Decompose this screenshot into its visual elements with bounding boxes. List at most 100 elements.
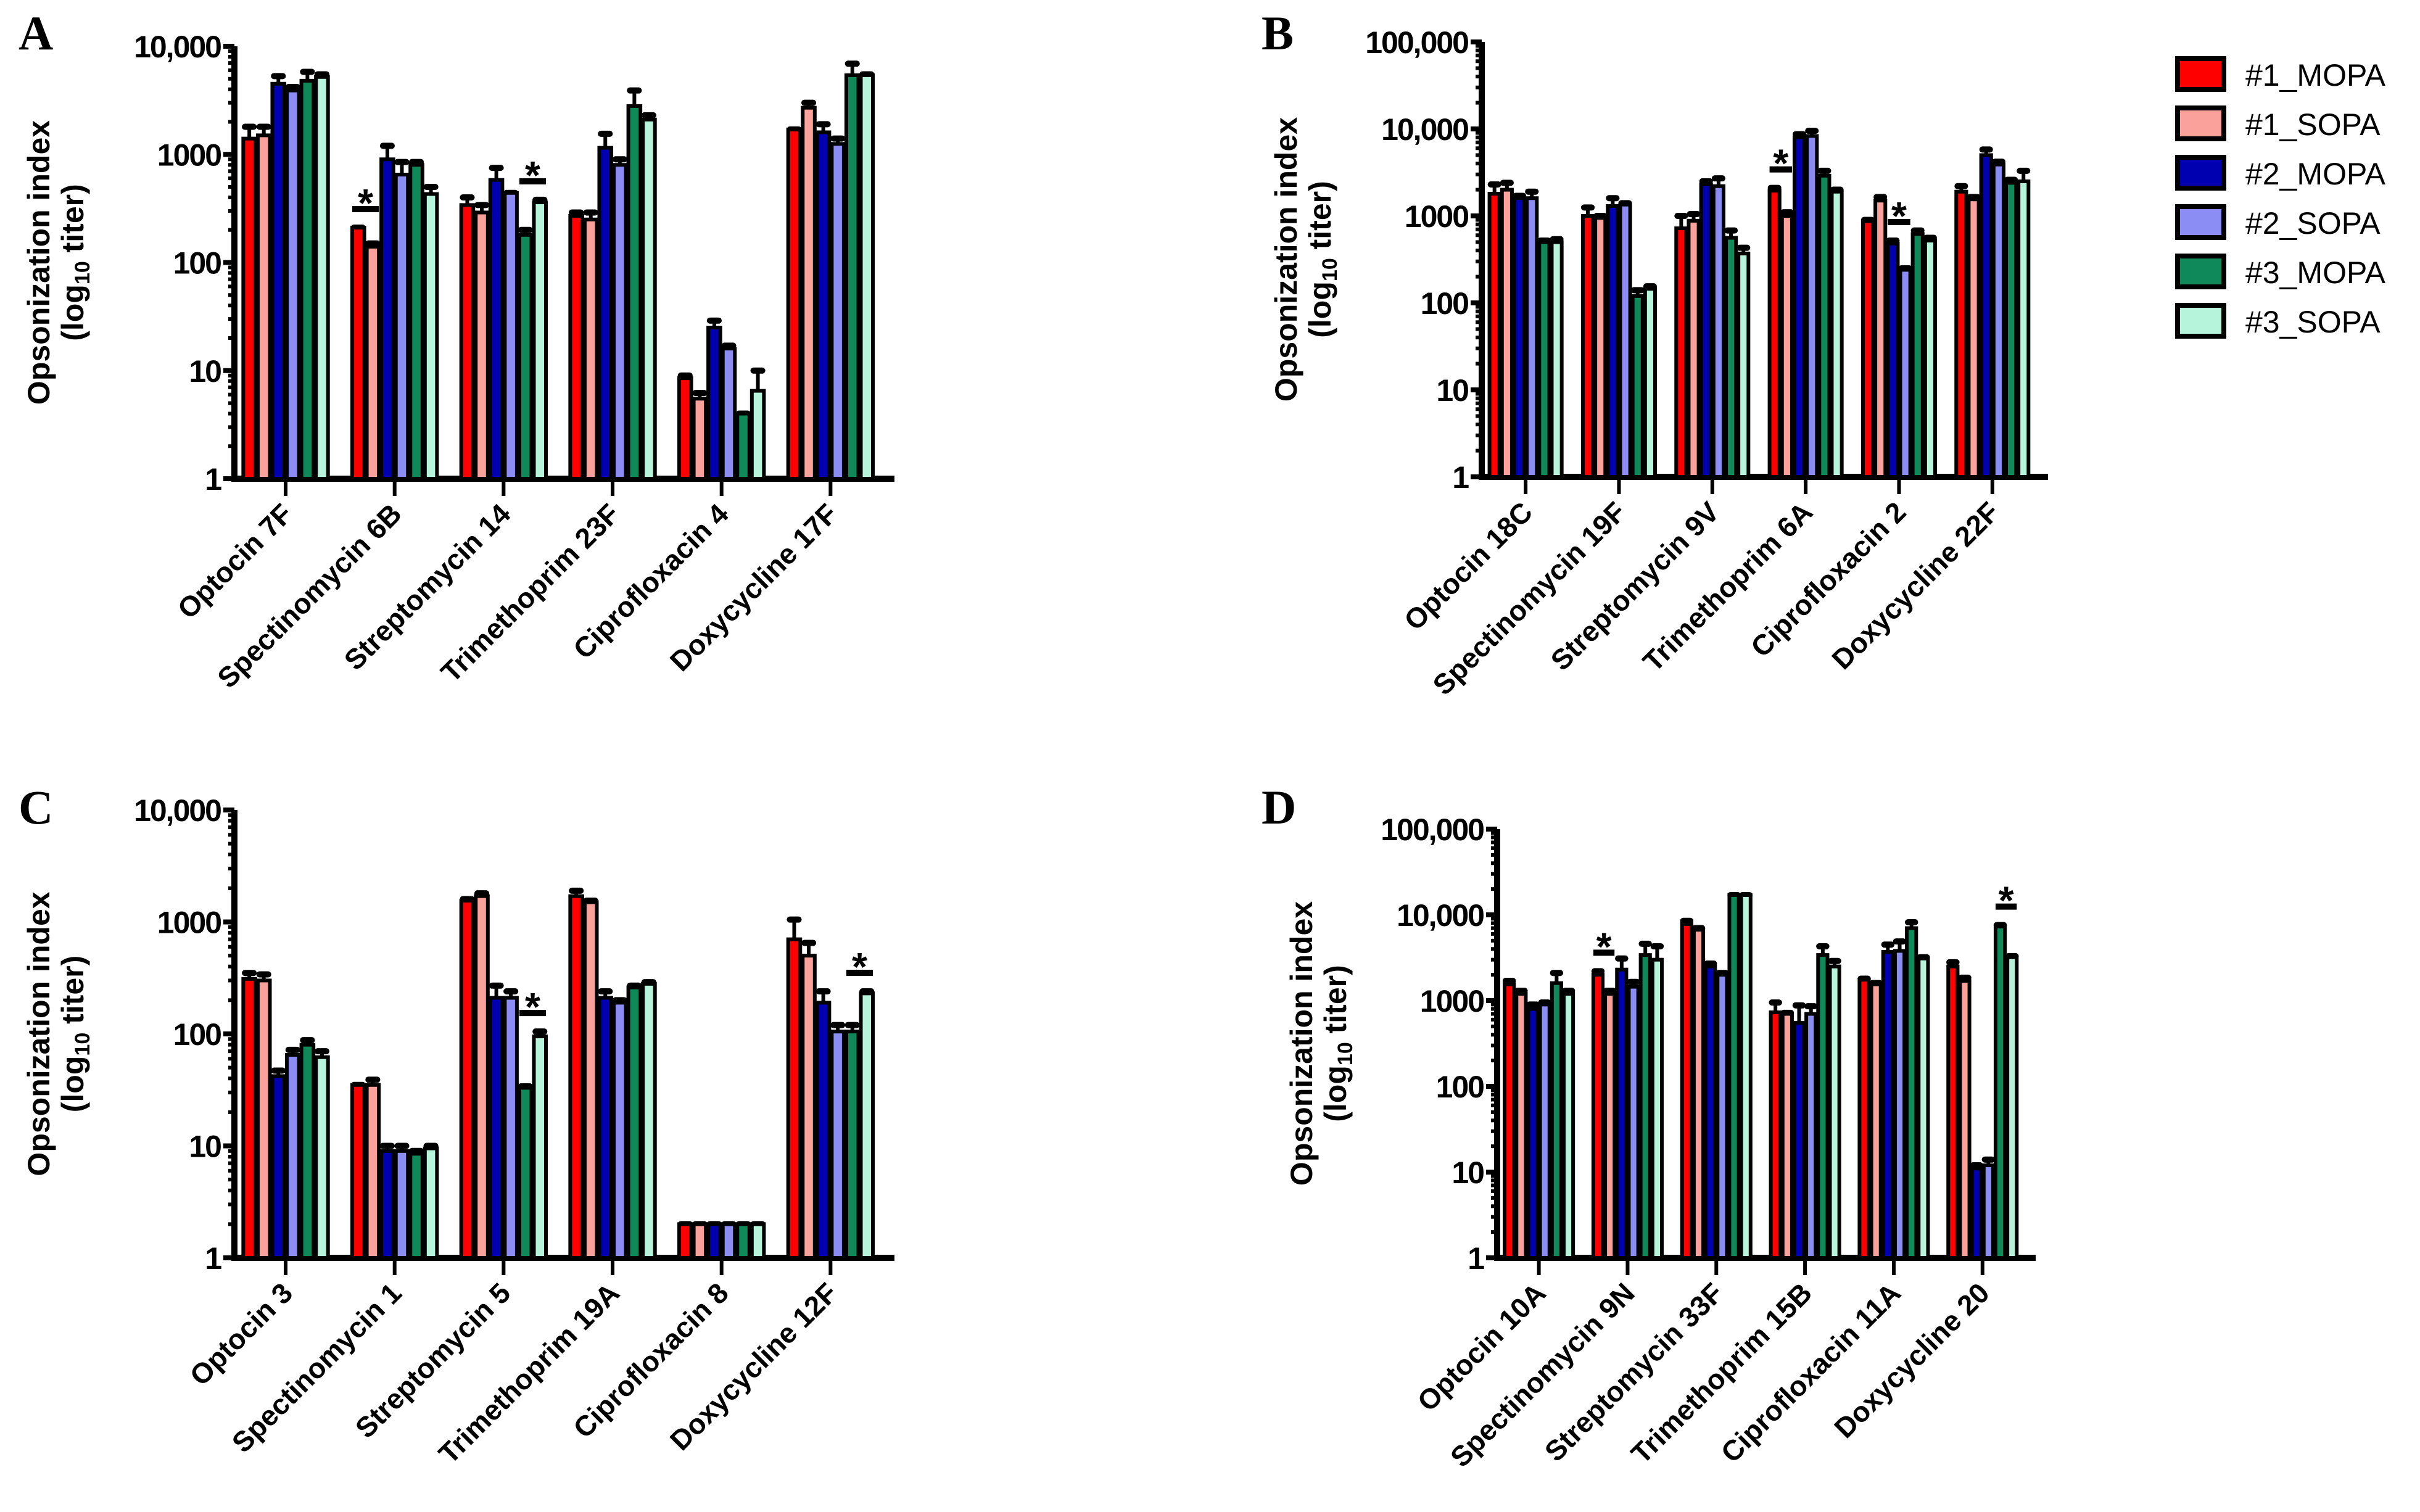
bar-#3_SOPA — [1739, 893, 1753, 1260]
bar-#1_MOPA — [677, 1222, 693, 1260]
bar-#1_MOPA — [459, 898, 476, 1260]
x-tick-label: Trimethoprim 6A — [1637, 495, 1819, 677]
y-tick-label: 10 — [189, 1130, 221, 1164]
bar-#2_SOPA — [503, 191, 519, 481]
bar-#2_MOPA — [1792, 1021, 1806, 1260]
bar-#3_MOPA — [408, 163, 424, 481]
bar-#1_SOPA — [1593, 216, 1608, 479]
y-tick-label: 10,000 — [134, 793, 221, 828]
y-tick-label: 10,000 — [1397, 898, 1484, 933]
bar-#2_MOPA — [1886, 241, 1900, 479]
bar-#3_SOPA — [859, 73, 875, 481]
bar-#1_SOPA — [582, 900, 599, 1260]
legend: #1_MOPA #1_SOPA #2_MOPA #2_SOPA #3_MOPA #3_SO… — [2175, 56, 2386, 339]
bar-#2_MOPA — [815, 1001, 832, 1260]
y-axis-label-subscript: 10 — [1334, 1042, 1357, 1065]
y-tick-label: 10 — [1436, 373, 1468, 408]
bar-#2_SOPA — [721, 346, 737, 481]
bar-#1_SOPA — [1967, 197, 1981, 479]
bar-#3_MOPA — [1817, 173, 1832, 479]
y-tick-label: 100 — [1436, 1070, 1484, 1104]
bar-#3_SOPA — [750, 389, 766, 481]
significance-star: * — [852, 944, 867, 989]
y-axis-label: Opsonization index(log10 titer) — [22, 120, 94, 405]
bar-#1_SOPA — [1500, 188, 1514, 479]
bar-#3_MOPA — [844, 1030, 861, 1260]
bar-#2_SOPA — [1898, 268, 1912, 479]
bar-#2_SOPA — [1525, 196, 1539, 479]
significance-star: * — [525, 153, 540, 197]
y-tick-label: 100 — [173, 1017, 221, 1052]
legend-label: #1_MOPA — [2245, 58, 2386, 93]
bar-#1_MOPA — [1767, 189, 1782, 479]
bar-#1_SOPA — [255, 133, 272, 481]
bar-#3_SOPA — [314, 75, 330, 481]
bar-#3_SOPA — [532, 1035, 548, 1260]
bar-#1_SOPA — [582, 217, 599, 481]
bar-#2_MOPA — [597, 996, 614, 1260]
y-axis-label-line2-end: titer) — [1318, 965, 1353, 1042]
bar-#1_MOPA — [241, 136, 257, 481]
x-tick-label: Trimethoprim 23F — [434, 497, 626, 688]
y-axis-label-line2: (log — [56, 1056, 90, 1113]
bar-#2_MOPA — [379, 1149, 395, 1260]
bar-#3_SOPA — [1830, 189, 1844, 479]
x-tick-label: Doxycycline 22F — [1825, 495, 2005, 675]
bar-#1_MOPA — [1857, 978, 1871, 1260]
bar-#2_SOPA — [612, 1001, 628, 1260]
bar-#2_MOPA — [270, 81, 287, 481]
y-axis-label-subscript: 10 — [71, 1033, 94, 1056]
legend-label: #2_SOPA — [2245, 206, 2381, 241]
y-tick-label: 10 — [189, 354, 221, 389]
y-axis-label-line2: (log — [1318, 1065, 1353, 1122]
y-tick-label: 1000 — [157, 906, 221, 940]
significance-star: * — [1999, 878, 2014, 923]
bar-#1_SOPA — [1603, 991, 1617, 1260]
bar-#2_SOPA — [285, 1052, 301, 1260]
panel-label: B — [1262, 6, 1294, 60]
legend-swatch — [2175, 254, 2226, 289]
y-axis-label-subscript: 10 — [1318, 258, 1342, 281]
bar-#3_MOPA — [626, 104, 643, 481]
bar-#3_SOPA — [314, 1055, 330, 1260]
y-axis-label-line2: (log — [56, 284, 90, 341]
y-axis-label-line1: Opsonization index — [1269, 117, 1303, 402]
bar-#2_MOPA — [706, 326, 722, 481]
bar-#2_SOPA — [285, 88, 301, 481]
panel-label: A — [19, 6, 53, 60]
bar-#3_MOPA — [1724, 236, 1738, 479]
y-axis-label: Opsonization index(log10 titer) — [1284, 901, 1357, 1186]
panel-label: C — [19, 780, 53, 834]
bar-#3_SOPA — [1917, 956, 1930, 1260]
panel-label: D — [1262, 780, 1296, 834]
bar-#3_MOPA — [1638, 953, 1652, 1260]
y-axis-label-line1: Opsonization index — [22, 120, 56, 405]
bar-#3_SOPA — [1923, 239, 1937, 479]
bar-#1_MOPA — [1680, 922, 1693, 1260]
y-axis-label-line2-end: titer) — [56, 184, 90, 261]
bar-#3_MOPA — [299, 1043, 316, 1260]
bar-#1_MOPA — [1580, 214, 1595, 479]
legend-label: #3_MOPA — [2245, 255, 2386, 290]
bar-#3_SOPA — [423, 1146, 439, 1260]
y-axis-label-line1: Opsonization index — [1284, 901, 1319, 1186]
bar-#1_MOPA — [1954, 189, 1968, 479]
bar-#2_MOPA — [1526, 1007, 1540, 1260]
x-tick-label: Trimethoprim 19A — [432, 1276, 626, 1469]
legend-label: #3_SOPA — [2245, 305, 2381, 339]
bar-#2_MOPA — [1512, 196, 1527, 479]
bar-#2_MOPA — [1699, 182, 1713, 479]
significance-star: * — [525, 985, 540, 1029]
bar-#1_MOPA — [1674, 226, 1688, 479]
bar-#1_SOPA — [474, 894, 490, 1260]
y-tick-label: 1000 — [1405, 199, 1468, 234]
bar-#1_SOPA — [1514, 991, 1528, 1260]
bar-#2_MOPA — [1792, 135, 1807, 479]
bar-#3_SOPA — [750, 1222, 766, 1260]
significance-star: * — [1596, 924, 1612, 969]
bar-#2_MOPA — [1881, 950, 1894, 1260]
bar-#2_SOPA — [503, 996, 519, 1260]
